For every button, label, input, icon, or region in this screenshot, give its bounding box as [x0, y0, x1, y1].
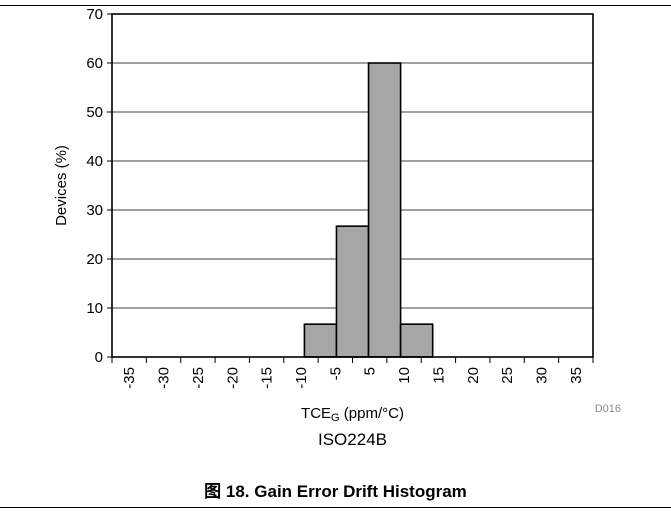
x-axis-ticks: -35 -30 -25 -20 -15 -10 -5 5 10 15 20 25 30 35	[111, 357, 594, 389]
x-tick-label: -15	[259, 367, 276, 389]
figure-caption-text: Gain Error Drift Histogram	[254, 482, 467, 501]
histogram-bars	[303, 62, 434, 358]
x-tick-label: -25	[190, 367, 207, 389]
x-axis-label-subscript: G	[331, 412, 340, 424]
histogram-chart: 0 10 20 30 40 50 60 70 -35 -30 -25 -20 -15 -10 -5 5 10 1…	[53, 6, 621, 449]
y-tick-label: 10	[86, 300, 103, 317]
figure-label: 图 18.	[204, 482, 250, 501]
x-tick-label: 30	[533, 367, 550, 384]
y-tick-label: 70	[86, 6, 103, 23]
bottom-rule	[0, 507, 671, 508]
histogram-bar	[367, 62, 402, 358]
x-tick-label: 5	[362, 367, 379, 375]
y-tick-label: 30	[86, 202, 103, 219]
x-tick-label: 35	[568, 367, 585, 384]
top-rule	[0, 5, 671, 6]
figure-caption: 图 18. Gain Error Drift Histogram	[0, 477, 671, 502]
chart-subtitle: ISO224B	[318, 430, 387, 449]
histogram-bar	[399, 323, 434, 358]
x-tick-label: 15	[430, 367, 447, 384]
histogram-bar	[335, 225, 370, 358]
y-axis-ticks: 0 10 20 30 40 50 60 70	[86, 6, 112, 366]
y-tick-label: 60	[86, 55, 103, 72]
gridlines	[112, 62, 593, 309]
x-tick-label: 25	[499, 367, 516, 384]
x-tick-label: -10	[293, 367, 310, 389]
histogram-bar	[303, 323, 338, 358]
x-tick-label: 20	[465, 367, 482, 384]
x-axis-label-main: TCE	[301, 405, 331, 422]
x-tick-label: -20	[224, 367, 241, 389]
x-tick-label: -5	[327, 367, 344, 380]
y-tick-label: 20	[86, 251, 103, 268]
y-tick-label: 40	[86, 153, 103, 170]
x-tick-label: 10	[396, 367, 413, 384]
x-tick-label: -35	[121, 367, 138, 389]
x-axis-label: TCEG (ppm/°C)	[301, 405, 404, 424]
y-axis-label: Devices (%)	[53, 145, 70, 226]
x-tick-label: -30	[156, 367, 173, 389]
y-tick-label: 50	[86, 104, 103, 121]
x-axis-label-unit: (ppm/°C)	[340, 405, 404, 422]
figure-code: D016	[595, 403, 621, 415]
y-tick-label: 0	[95, 349, 103, 366]
